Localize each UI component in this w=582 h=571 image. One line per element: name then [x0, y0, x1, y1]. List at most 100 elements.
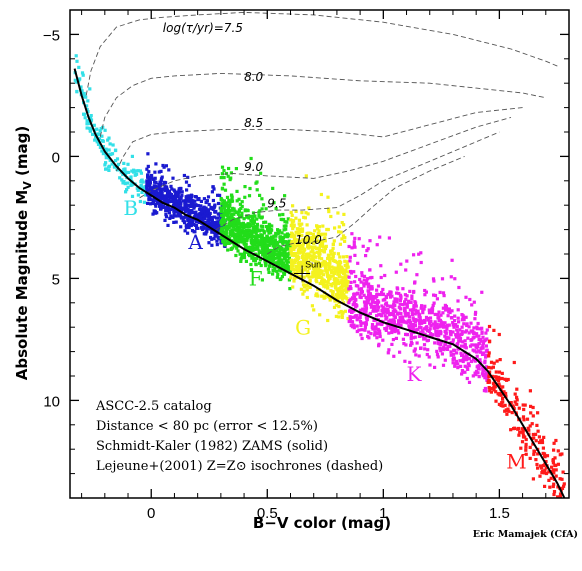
data-point [193, 195, 197, 199]
data-point [334, 293, 338, 297]
data-point [423, 304, 427, 308]
series-K [347, 232, 489, 393]
data-point [233, 239, 237, 243]
data-point [80, 89, 84, 93]
data-point [230, 197, 234, 201]
data-point [429, 310, 433, 314]
data-point [417, 334, 421, 338]
series-B [73, 54, 147, 204]
data-point [354, 302, 358, 307]
data-point [251, 228, 255, 232]
data-point [231, 224, 235, 228]
data-point [152, 177, 156, 181]
data-point [393, 308, 397, 312]
data-point [79, 85, 83, 89]
data-point [365, 318, 369, 322]
data-point [453, 277, 457, 281]
data-point [300, 262, 304, 266]
data-point [278, 236, 282, 240]
data-point [143, 188, 147, 192]
y-axis-title-unit: (mag) [13, 126, 31, 181]
data-point [531, 432, 535, 437]
data-point [188, 213, 192, 217]
data-point [289, 258, 293, 262]
data-point [276, 261, 280, 265]
data-point [173, 200, 177, 204]
isochrone-9.0 [139, 116, 512, 199]
data-point [528, 445, 532, 449]
data-point [483, 359, 487, 363]
data-point [423, 337, 427, 341]
data-point [125, 188, 129, 192]
y-tick-label: 5 [52, 271, 60, 288]
data-point [306, 212, 310, 216]
data-point [482, 339, 486, 343]
data-point [311, 256, 315, 261]
data-point [334, 283, 338, 287]
data-point [398, 311, 402, 315]
data-point [138, 169, 142, 173]
data-point [427, 311, 432, 315]
data-point [346, 316, 350, 321]
data-point [412, 328, 416, 332]
data-point [281, 242, 285, 246]
data-point [423, 288, 427, 293]
data-point [157, 170, 161, 174]
data-point [167, 168, 171, 172]
data-point [540, 438, 544, 442]
data-point [302, 275, 306, 279]
data-point [199, 218, 203, 222]
data-point [309, 258, 313, 262]
data-point [229, 193, 234, 197]
data-point [531, 442, 535, 446]
data-point [317, 273, 321, 277]
data-point [291, 204, 295, 208]
data-point [531, 405, 535, 410]
data-point [194, 203, 198, 207]
data-point [549, 476, 553, 480]
data-point [342, 212, 346, 216]
data-point [341, 281, 345, 285]
data-point [368, 268, 372, 272]
data-point [480, 290, 484, 294]
data-point [447, 307, 451, 311]
data-point [471, 336, 475, 340]
data-point [320, 294, 324, 298]
data-point [265, 225, 269, 229]
data-point [375, 243, 379, 247]
data-point [153, 211, 158, 215]
data-point [293, 261, 297, 265]
data-point [228, 233, 232, 237]
data-point [252, 222, 256, 226]
data-point [230, 195, 234, 199]
data-point [500, 371, 504, 375]
data-point [155, 199, 159, 203]
data-point [204, 214, 208, 218]
data-point [390, 330, 394, 335]
data-point [420, 329, 424, 333]
data-point [353, 245, 357, 249]
data-point [347, 275, 351, 279]
data-point [385, 304, 389, 308]
data-point [251, 216, 255, 220]
data-point [314, 264, 318, 268]
data-point [513, 392, 517, 396]
data-point [276, 232, 280, 236]
data-point [304, 268, 308, 272]
data-point [459, 364, 463, 368]
data-point [515, 402, 519, 406]
data-point [364, 254, 368, 258]
data-point [353, 280, 357, 284]
data-point [220, 186, 225, 190]
data-point [347, 301, 351, 305]
data-point [107, 168, 111, 172]
data-point [301, 244, 305, 248]
class-label-M: M [506, 450, 526, 474]
data-point [240, 211, 244, 215]
data-point [324, 269, 328, 273]
data-point [465, 352, 469, 357]
data-point [378, 312, 382, 316]
data-point [261, 237, 265, 241]
data-point [352, 300, 356, 304]
data-point [398, 302, 402, 306]
